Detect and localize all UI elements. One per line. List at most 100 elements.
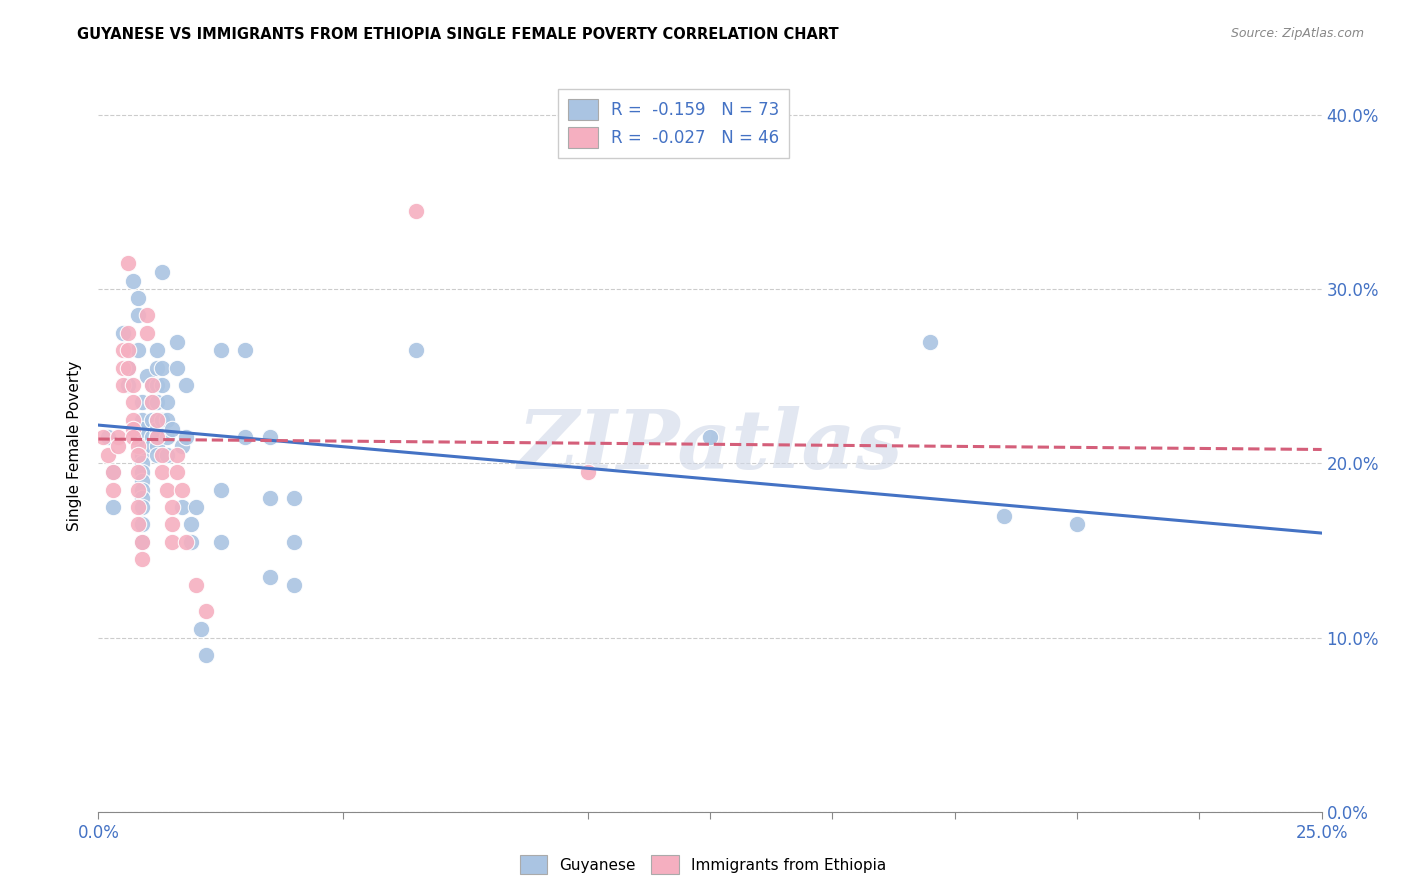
Point bbox=[131, 517, 153, 532]
Point bbox=[576, 465, 599, 479]
Point bbox=[117, 326, 139, 340]
Point bbox=[131, 439, 153, 453]
Point bbox=[127, 291, 149, 305]
Point bbox=[993, 508, 1015, 523]
Point bbox=[131, 413, 153, 427]
Point bbox=[97, 448, 120, 462]
Point bbox=[127, 343, 149, 358]
Text: GUYANESE VS IMMIGRANTS FROM ETHIOPIA SINGLE FEMALE POVERTY CORRELATION CHART: GUYANESE VS IMMIGRANTS FROM ETHIOPIA SIN… bbox=[77, 27, 839, 42]
Point bbox=[405, 203, 427, 218]
Point bbox=[127, 465, 149, 479]
Point bbox=[131, 421, 153, 435]
Point bbox=[141, 395, 163, 409]
Point bbox=[141, 378, 163, 392]
Point bbox=[150, 265, 173, 279]
Point bbox=[136, 369, 159, 384]
Point bbox=[233, 343, 256, 358]
Point bbox=[136, 326, 159, 340]
Point bbox=[160, 500, 183, 514]
Point bbox=[141, 439, 163, 453]
Point bbox=[97, 430, 120, 444]
Point bbox=[131, 474, 153, 488]
Point bbox=[699, 430, 721, 444]
Point bbox=[117, 378, 139, 392]
Legend: Guyanese, Immigrants from Ethiopia: Guyanese, Immigrants from Ethiopia bbox=[513, 849, 893, 880]
Point bbox=[146, 421, 169, 435]
Point bbox=[131, 534, 153, 549]
Point bbox=[156, 448, 179, 462]
Point bbox=[156, 413, 179, 427]
Point bbox=[91, 430, 114, 444]
Point bbox=[131, 534, 153, 549]
Point bbox=[283, 534, 305, 549]
Point bbox=[259, 569, 281, 583]
Point bbox=[170, 483, 193, 497]
Point bbox=[195, 648, 218, 662]
Point bbox=[117, 343, 139, 358]
Point bbox=[117, 360, 139, 375]
Point bbox=[121, 395, 143, 409]
Point bbox=[117, 256, 139, 270]
Point bbox=[127, 517, 149, 532]
Point bbox=[209, 534, 232, 549]
Point bbox=[190, 622, 212, 636]
Point bbox=[146, 360, 169, 375]
Point bbox=[146, 448, 169, 462]
Y-axis label: Single Female Poverty: Single Female Poverty bbox=[67, 361, 83, 531]
Point bbox=[131, 465, 153, 479]
Point bbox=[170, 500, 193, 514]
Point bbox=[131, 430, 153, 444]
Legend: R =  -0.159   N = 73, R =  -0.027   N = 46: R = -0.159 N = 73, R = -0.027 N = 46 bbox=[558, 88, 789, 158]
Point bbox=[127, 439, 149, 453]
Point bbox=[150, 413, 173, 427]
Point bbox=[405, 343, 427, 358]
Point bbox=[166, 465, 188, 479]
Point bbox=[111, 343, 134, 358]
Point bbox=[121, 421, 143, 435]
Point bbox=[146, 413, 169, 427]
Text: Source: ZipAtlas.com: Source: ZipAtlas.com bbox=[1230, 27, 1364, 40]
Point bbox=[131, 448, 153, 462]
Point bbox=[176, 378, 198, 392]
Point bbox=[186, 578, 208, 592]
Point bbox=[170, 439, 193, 453]
Point bbox=[146, 378, 169, 392]
Point bbox=[121, 378, 143, 392]
Point bbox=[146, 430, 169, 444]
Point bbox=[156, 395, 179, 409]
Point bbox=[1066, 517, 1088, 532]
Point bbox=[121, 274, 143, 288]
Point bbox=[186, 500, 208, 514]
Point bbox=[127, 448, 149, 462]
Point bbox=[195, 604, 218, 618]
Point bbox=[121, 430, 143, 444]
Point bbox=[131, 457, 153, 471]
Point bbox=[127, 483, 149, 497]
Point bbox=[150, 360, 173, 375]
Point bbox=[131, 491, 153, 506]
Point bbox=[176, 534, 198, 549]
Point bbox=[107, 439, 129, 453]
Point bbox=[160, 517, 183, 532]
Point bbox=[259, 430, 281, 444]
Point bbox=[127, 309, 149, 323]
Point bbox=[131, 552, 153, 566]
Point bbox=[146, 439, 169, 453]
Point bbox=[141, 395, 163, 409]
Point bbox=[111, 360, 134, 375]
Point bbox=[160, 534, 183, 549]
Point bbox=[150, 378, 173, 392]
Point bbox=[101, 483, 124, 497]
Point bbox=[111, 378, 134, 392]
Point bbox=[111, 326, 134, 340]
Point bbox=[101, 500, 124, 514]
Point bbox=[283, 491, 305, 506]
Point bbox=[146, 395, 169, 409]
Point bbox=[209, 343, 232, 358]
Point bbox=[141, 430, 163, 444]
Point bbox=[176, 430, 198, 444]
Point bbox=[259, 491, 281, 506]
Point bbox=[920, 334, 942, 349]
Point bbox=[101, 465, 124, 479]
Point bbox=[156, 430, 179, 444]
